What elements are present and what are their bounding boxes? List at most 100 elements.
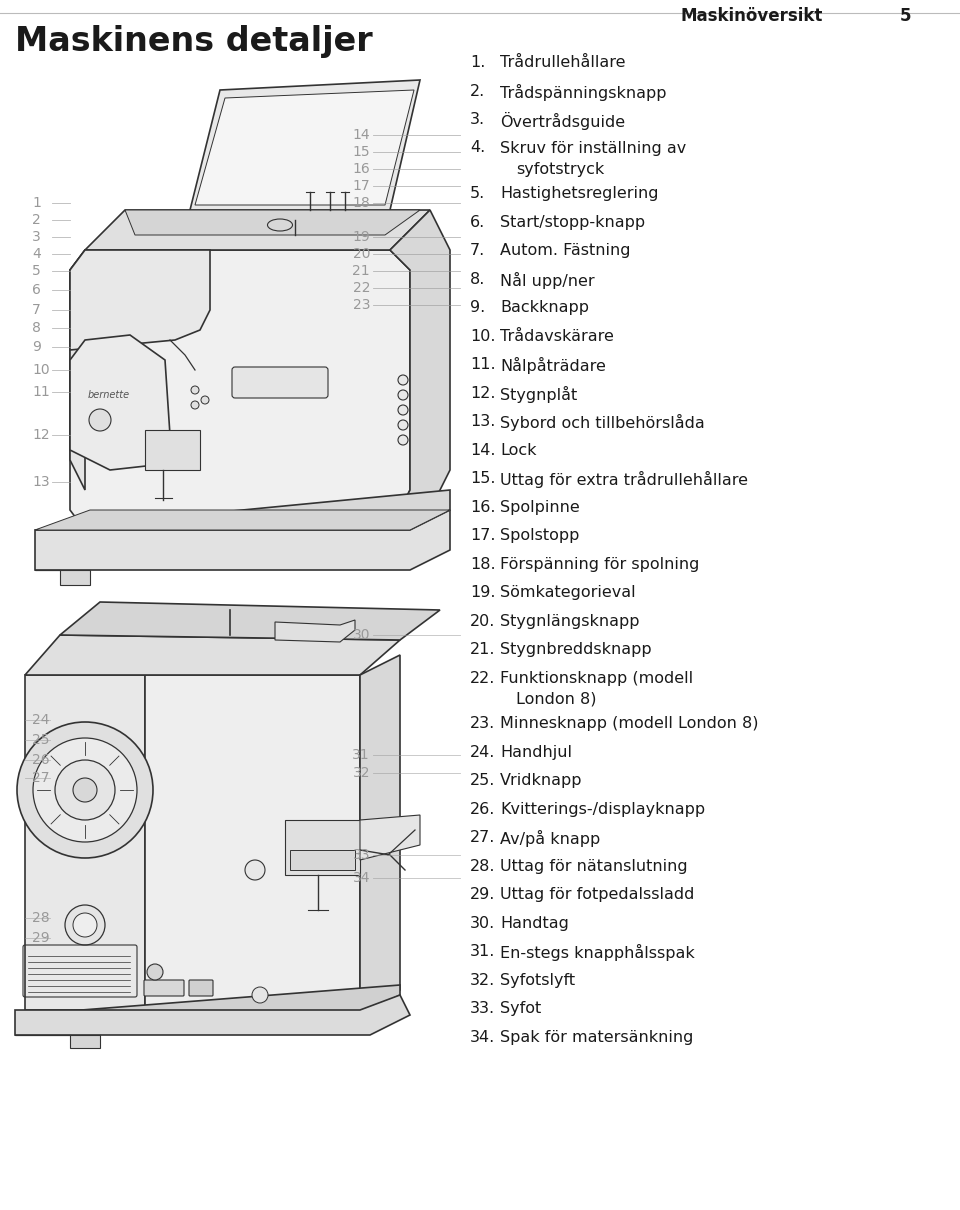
Text: 16.: 16. bbox=[470, 500, 495, 514]
Text: Sömkategorieval: Sömkategorieval bbox=[500, 586, 636, 600]
Polygon shape bbox=[145, 430, 200, 469]
Text: 5: 5 bbox=[900, 7, 911, 25]
Text: Kvitterings-/displayknapp: Kvitterings-/displayknapp bbox=[500, 802, 706, 817]
Text: 32: 32 bbox=[352, 766, 370, 780]
Text: Förspänning för spolning: Förspänning för spolning bbox=[500, 557, 700, 571]
Circle shape bbox=[17, 722, 153, 858]
Text: 5: 5 bbox=[32, 264, 40, 278]
Text: 7.: 7. bbox=[470, 243, 485, 258]
Text: Skruv för inställning av: Skruv för inställning av bbox=[500, 140, 686, 156]
Text: 15.: 15. bbox=[470, 471, 495, 486]
Text: Nålpåträdare: Nålpåträdare bbox=[500, 357, 606, 374]
Text: 14: 14 bbox=[352, 128, 370, 142]
Text: 12.: 12. bbox=[470, 386, 495, 401]
Circle shape bbox=[73, 914, 97, 937]
Text: 3: 3 bbox=[32, 230, 40, 244]
Text: Stygnplåt: Stygnplåt bbox=[500, 386, 577, 403]
Text: 33: 33 bbox=[352, 848, 370, 862]
Polygon shape bbox=[145, 675, 360, 1010]
Text: 18: 18 bbox=[352, 196, 370, 211]
Circle shape bbox=[252, 987, 268, 1003]
Circle shape bbox=[398, 405, 408, 415]
Polygon shape bbox=[15, 995, 410, 1035]
Text: 24: 24 bbox=[32, 713, 50, 727]
Polygon shape bbox=[25, 675, 145, 1010]
Circle shape bbox=[398, 420, 408, 430]
Text: 31.: 31. bbox=[470, 944, 495, 960]
Polygon shape bbox=[18, 985, 400, 1015]
Text: Hastighetsreglering: Hastighetsreglering bbox=[500, 186, 659, 201]
Text: Övertrådsguide: Övertrådsguide bbox=[500, 113, 625, 129]
Polygon shape bbox=[35, 570, 90, 584]
Text: 29: 29 bbox=[32, 930, 50, 945]
Text: 26.: 26. bbox=[470, 802, 495, 817]
Text: Trådrullehållare: Trådrullehållare bbox=[500, 54, 626, 70]
Text: 11.: 11. bbox=[470, 357, 495, 373]
Text: 1: 1 bbox=[32, 196, 41, 211]
Polygon shape bbox=[360, 655, 400, 1010]
Circle shape bbox=[33, 738, 137, 842]
Text: 34: 34 bbox=[352, 871, 370, 885]
Text: Trådavskärare: Trådavskärare bbox=[500, 329, 613, 344]
Text: 17: 17 bbox=[352, 179, 370, 194]
Text: 19.: 19. bbox=[470, 586, 495, 600]
Text: Uttag för nätanslutning: Uttag för nätanslutning bbox=[500, 859, 687, 874]
Text: Minnesknapp (modell London 8): Minnesknapp (modell London 8) bbox=[500, 716, 758, 731]
Polygon shape bbox=[390, 211, 450, 530]
Polygon shape bbox=[15, 1035, 100, 1048]
Text: bernette: bernette bbox=[88, 390, 131, 401]
Ellipse shape bbox=[268, 219, 293, 231]
Polygon shape bbox=[125, 211, 420, 235]
Polygon shape bbox=[195, 90, 414, 204]
Text: 27: 27 bbox=[32, 771, 50, 785]
Text: 30: 30 bbox=[352, 628, 370, 643]
Text: Syfot: Syfot bbox=[500, 1001, 541, 1016]
Text: 33.: 33. bbox=[470, 1001, 495, 1016]
Circle shape bbox=[245, 860, 265, 880]
Text: 2: 2 bbox=[32, 213, 40, 227]
Text: Sybord och tillbehörslåda: Sybord och tillbehörslåda bbox=[500, 414, 705, 431]
Text: London 8): London 8) bbox=[516, 692, 596, 707]
Circle shape bbox=[398, 375, 408, 385]
Text: 6: 6 bbox=[32, 283, 41, 296]
Circle shape bbox=[201, 396, 209, 404]
Text: 8: 8 bbox=[32, 321, 41, 335]
Text: 11: 11 bbox=[32, 385, 50, 399]
Text: 9: 9 bbox=[32, 340, 41, 355]
Circle shape bbox=[398, 390, 408, 401]
Polygon shape bbox=[190, 80, 420, 211]
Text: 25.: 25. bbox=[470, 773, 495, 788]
Circle shape bbox=[55, 760, 115, 820]
Text: 5.: 5. bbox=[470, 186, 485, 201]
Text: En-stegs knapphålsspak: En-stegs knapphålsspak bbox=[500, 944, 695, 961]
Polygon shape bbox=[35, 490, 450, 530]
Polygon shape bbox=[70, 335, 170, 469]
Text: Vridknapp: Vridknapp bbox=[500, 773, 583, 788]
Polygon shape bbox=[60, 603, 440, 640]
Text: 31: 31 bbox=[352, 748, 370, 762]
Text: syfotstryck: syfotstryck bbox=[516, 162, 604, 177]
Text: Uttag för fotpedalssladd: Uttag för fotpedalssladd bbox=[500, 887, 694, 903]
Text: Syfotslyft: Syfotslyft bbox=[500, 973, 575, 987]
Polygon shape bbox=[70, 250, 210, 350]
FancyBboxPatch shape bbox=[144, 980, 184, 996]
Circle shape bbox=[191, 386, 199, 394]
Text: Trådspänningsknapp: Trådspänningsknapp bbox=[500, 83, 666, 100]
Circle shape bbox=[89, 409, 111, 431]
Text: 27.: 27. bbox=[470, 830, 495, 846]
Text: Spak för matersänkning: Spak för matersänkning bbox=[500, 1030, 693, 1044]
Polygon shape bbox=[35, 509, 450, 530]
Text: Handhjul: Handhjul bbox=[500, 744, 572, 760]
Text: 10: 10 bbox=[32, 363, 50, 378]
Text: 23.: 23. bbox=[470, 716, 495, 731]
Polygon shape bbox=[360, 816, 420, 860]
Text: Av/på knapp: Av/på knapp bbox=[500, 830, 600, 847]
Text: 22.: 22. bbox=[470, 670, 495, 686]
Text: 21: 21 bbox=[352, 264, 370, 278]
Text: Autom. Fästning: Autom. Fästning bbox=[500, 243, 631, 258]
Text: 22: 22 bbox=[352, 281, 370, 295]
Text: Start/stopp-knapp: Start/stopp-knapp bbox=[500, 214, 645, 230]
Text: Uttag för extra trådrullehållare: Uttag för extra trådrullehållare bbox=[500, 471, 748, 488]
Text: Nål upp/ner: Nål upp/ner bbox=[500, 271, 594, 289]
Text: 7: 7 bbox=[32, 302, 40, 317]
